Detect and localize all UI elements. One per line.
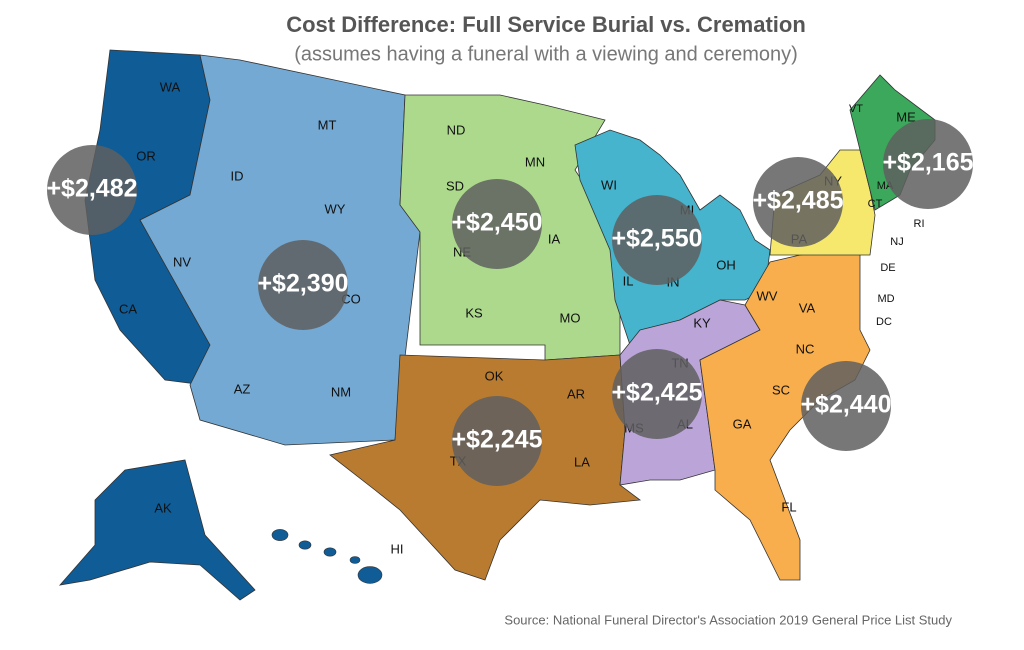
cost-label: +$2,450 xyxy=(451,209,542,237)
island xyxy=(323,547,337,557)
cost-label: +$2,550 xyxy=(611,225,702,253)
state-label: IA xyxy=(548,231,561,246)
state-label: OR xyxy=(136,148,156,163)
subtitle: (assumes having a funeral with a viewing… xyxy=(294,43,798,65)
state-label: ID xyxy=(231,168,244,183)
state-label: WI xyxy=(601,177,617,192)
state-label: AK xyxy=(154,500,172,515)
source: Source: National Funeral Director's Asso… xyxy=(504,612,952,627)
state-label: MD xyxy=(877,293,894,305)
state-label: LA xyxy=(574,454,590,469)
state-label: NJ xyxy=(890,236,903,248)
state-label: NV xyxy=(173,254,191,269)
cost-label: +$2,425 xyxy=(611,379,702,407)
state-label: AR xyxy=(567,386,585,401)
island xyxy=(349,556,361,564)
island xyxy=(271,529,289,541)
cost-label: +$2,482 xyxy=(46,175,137,203)
state-label: WA xyxy=(160,79,181,94)
cost-bubble xyxy=(452,179,542,269)
title: Cost Difference: Full Service Burial vs.… xyxy=(286,12,806,37)
state-label: KS xyxy=(465,305,483,320)
state-label: FL xyxy=(781,499,796,514)
state-label: RI xyxy=(914,218,925,230)
state-label: KY xyxy=(693,315,711,330)
cost-bubble xyxy=(753,157,843,247)
cost-bubble xyxy=(883,119,973,209)
state-label: AZ xyxy=(234,381,251,396)
state-label: OK xyxy=(485,368,504,383)
region-shape xyxy=(58,459,256,601)
cost-bubble xyxy=(452,396,542,486)
cost-label: +$2,390 xyxy=(257,270,348,298)
state-label: NM xyxy=(331,384,351,399)
cost-label: +$2,165 xyxy=(882,149,973,177)
state-label: CT xyxy=(868,198,883,210)
cost-bubble xyxy=(47,145,137,235)
state-label: DC xyxy=(876,316,892,328)
state-label: MN xyxy=(525,154,545,169)
state-label: MO xyxy=(560,310,581,325)
state-label: MT xyxy=(318,117,337,132)
state-label: GA xyxy=(733,416,752,431)
cost-label: +$2,245 xyxy=(451,426,542,454)
cost-bubble xyxy=(612,195,702,285)
cost-bubbles: +$2,482 +$2,390 +$2,450 +$2,550 +$2,245 +$2,4… xyxy=(46,119,974,486)
cost-label: +$2,440 xyxy=(800,391,891,419)
state-label: HI xyxy=(391,541,404,556)
state-label: SD xyxy=(446,178,464,193)
state-label: VA xyxy=(799,300,816,315)
state-label: WV xyxy=(757,288,778,303)
state-label: VT xyxy=(849,103,863,115)
state-label: SC xyxy=(772,382,790,397)
island xyxy=(357,566,383,584)
cost-bubble xyxy=(612,349,702,439)
state-label: OH xyxy=(716,257,736,272)
cost-label: +$2,485 xyxy=(752,187,843,215)
state-label: ND xyxy=(447,122,466,137)
state-label: IL xyxy=(623,273,634,288)
state-label: WY xyxy=(325,201,346,216)
regions xyxy=(58,49,936,601)
island xyxy=(298,540,312,550)
cost-bubble xyxy=(258,240,348,330)
state-label: DE xyxy=(880,262,895,274)
state-label: NC xyxy=(796,341,815,356)
state-label: CA xyxy=(119,301,137,316)
cost-bubble xyxy=(801,361,891,451)
state-label: ME xyxy=(896,109,916,124)
